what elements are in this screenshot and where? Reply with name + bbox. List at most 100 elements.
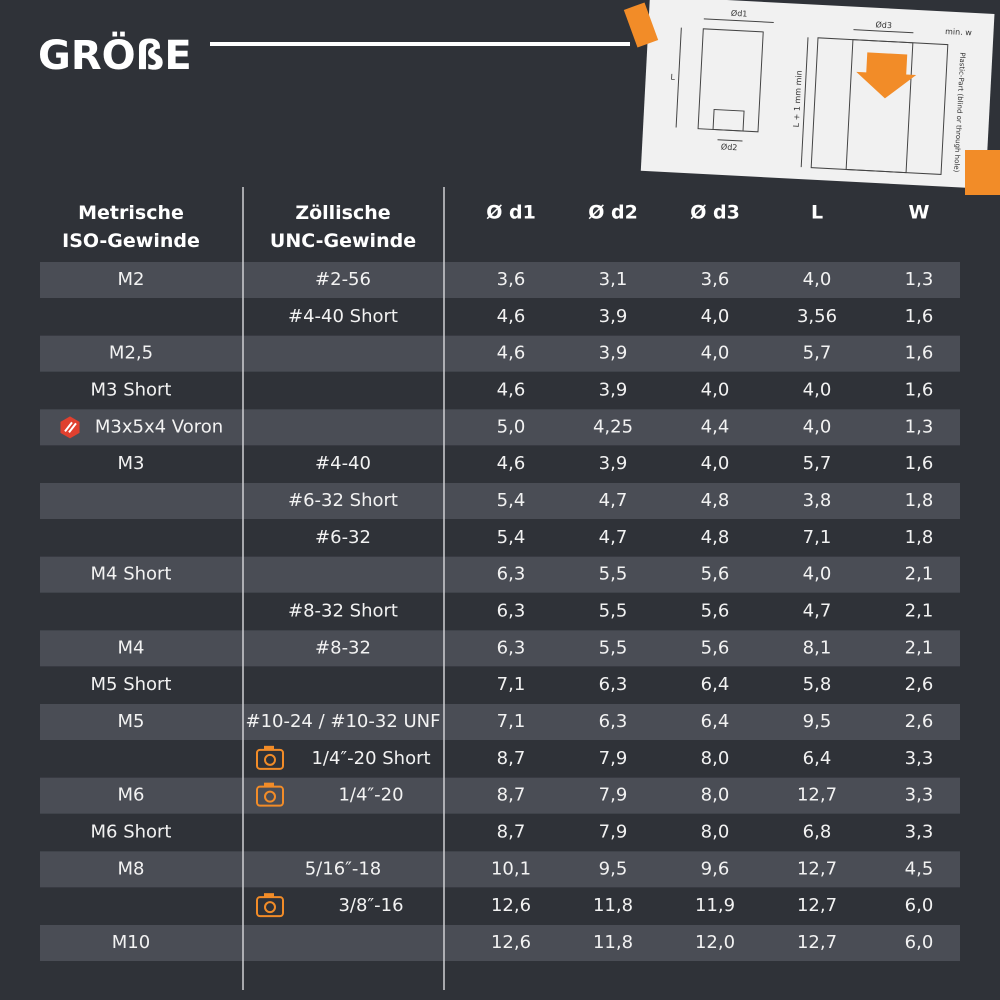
cell: 2,1 (905, 601, 934, 622)
cell: 5,7 (803, 453, 832, 474)
cell: 3/8″-16 (338, 895, 403, 916)
title: GRÖßE (38, 31, 192, 79)
cell: 11,8 (593, 895, 633, 916)
cell: 3,9 (599, 380, 628, 401)
cell: 1,6 (905, 306, 934, 327)
cell: 6,4 (701, 711, 730, 732)
label: L (670, 73, 675, 82)
cell: 4,6 (497, 453, 526, 474)
cell: 3,56 (797, 306, 837, 327)
cell: M2 (118, 269, 145, 290)
cell: 5,5 (599, 564, 628, 585)
cell: 11,9 (695, 895, 735, 916)
camera-icon (264, 901, 276, 914)
cell: 6,3 (497, 601, 526, 622)
column-header: Ø d3 (690, 202, 740, 224)
tape (965, 150, 1000, 195)
cell: 8,1 (803, 637, 832, 658)
cell: 7,9 (599, 822, 628, 843)
cell: M5 Short (90, 674, 171, 695)
column-header: Ø d2 (588, 202, 638, 224)
row-band (40, 262, 960, 298)
cell: 5,4 (497, 490, 526, 511)
cell: 1,6 (905, 453, 934, 474)
label: L + 1 mm min (792, 70, 804, 127)
cell: 3,9 (599, 343, 628, 364)
cell: 8,7 (497, 785, 526, 806)
cell: 6,8 (803, 822, 832, 843)
cell: 4,0 (803, 380, 832, 401)
row-band (40, 630, 960, 667)
cell: 9,6 (701, 858, 730, 879)
cell: 5,5 (599, 637, 628, 658)
cell: 4,7 (599, 527, 628, 548)
row-band (40, 925, 960, 961)
cell: 4,0 (803, 269, 832, 290)
cell: 4,6 (497, 380, 526, 401)
camera-icon (264, 753, 276, 766)
row-band (40, 777, 960, 814)
label: min. w (945, 27, 973, 37)
cell: 5,6 (701, 601, 730, 622)
column-header: Zöllische UNC-Gewinde (270, 202, 416, 252)
cell: 9,5 (599, 858, 628, 879)
cell: 5,6 (701, 564, 730, 585)
cell: 5,7 (803, 343, 832, 364)
cell: 8,7 (497, 822, 526, 843)
cell: 12,7 (797, 785, 837, 806)
cell: 12,7 (797, 932, 837, 953)
cell: 12,7 (797, 858, 837, 879)
cell: 4,7 (599, 490, 628, 511)
cell: 3,3 (905, 785, 934, 806)
cell: 4,8 (701, 527, 730, 548)
cell: 12,6 (491, 932, 531, 953)
cell: 4,4 (701, 416, 730, 437)
cell: M4 Short (90, 564, 171, 585)
cell: 2,1 (905, 637, 934, 658)
cell: #8-32 (315, 637, 371, 658)
cell: M2,5 (109, 343, 153, 364)
arrow (856, 52, 917, 99)
cell: M3 Short (90, 380, 171, 401)
column-header: L (811, 202, 823, 224)
cell: 3,3 (905, 822, 934, 843)
label: Ød3 (875, 19, 892, 30)
cell: 4,0 (701, 306, 730, 327)
cell: 7,1 (497, 711, 526, 732)
cell: 1/4″-20 Short (311, 748, 430, 769)
column-header: Metrische ISO-Gewinde (62, 202, 200, 252)
cell: 7,9 (599, 748, 628, 769)
drawing (675, 18, 949, 175)
camera-icon (264, 745, 274, 750)
cell: 3,9 (599, 306, 628, 327)
cell: #10-24 / #10-32 UNF (246, 711, 441, 732)
diagram: Ød1 Ød2 L Ød3 min. w L + 1 mm min Plasti… (640, 0, 995, 189)
cell: 11,8 (593, 932, 633, 953)
cell: 7,9 (599, 785, 628, 806)
cell: 4,7 (803, 601, 832, 622)
camera-icon (264, 782, 274, 787)
cell: 6,3 (599, 674, 628, 695)
cell: 1,3 (905, 416, 934, 437)
cell: 4,5 (905, 858, 934, 879)
cell: M5 (118, 711, 145, 732)
cell: 8,0 (701, 748, 730, 769)
cell: 6,3 (599, 711, 628, 732)
cell: M3 (118, 453, 145, 474)
voron-icon (60, 416, 80, 439)
cell: 12,6 (491, 895, 531, 916)
cell: 5/16″-18 (305, 858, 382, 879)
cell: #6-32 (315, 527, 371, 548)
cell: 1/4″-20 (338, 785, 403, 806)
row-band (40, 335, 960, 372)
cell: #4-40 (315, 453, 371, 474)
cell: 5,4 (497, 527, 526, 548)
cell: 5,6 (701, 637, 730, 658)
cell: 6,4 (803, 748, 832, 769)
cell: 6,3 (497, 564, 526, 585)
voron-icon (68, 422, 77, 433)
cell: 1,8 (905, 490, 934, 511)
cell: 4,8 (701, 490, 730, 511)
voron-icon (64, 421, 73, 432)
